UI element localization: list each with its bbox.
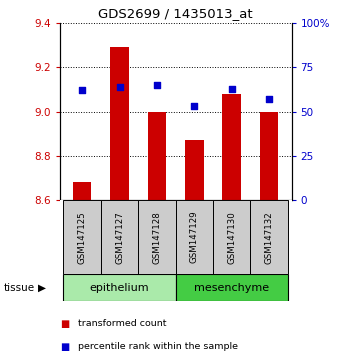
Bar — [148, 112, 166, 200]
Text: ▶: ▶ — [38, 282, 45, 293]
Text: GSM147129: GSM147129 — [190, 211, 199, 263]
Text: ■: ■ — [60, 342, 69, 352]
Bar — [260, 112, 279, 200]
FancyBboxPatch shape — [213, 200, 250, 274]
Point — [154, 82, 160, 88]
FancyBboxPatch shape — [138, 200, 176, 274]
FancyBboxPatch shape — [176, 274, 288, 301]
Text: GSM147127: GSM147127 — [115, 211, 124, 264]
FancyBboxPatch shape — [176, 200, 213, 274]
Bar — [73, 182, 91, 200]
Point — [229, 86, 235, 91]
Text: GSM147125: GSM147125 — [78, 211, 87, 264]
Text: mesenchyme: mesenchyme — [194, 282, 269, 293]
Text: tissue: tissue — [3, 282, 34, 293]
Text: transformed count: transformed count — [78, 319, 167, 329]
Point — [117, 84, 122, 90]
Title: GDS2699 / 1435013_at: GDS2699 / 1435013_at — [98, 7, 253, 21]
Bar — [110, 47, 129, 200]
Point — [266, 96, 272, 102]
Text: GSM147128: GSM147128 — [152, 211, 161, 264]
Text: ■: ■ — [60, 319, 69, 329]
Bar — [222, 94, 241, 200]
FancyBboxPatch shape — [250, 200, 288, 274]
Bar — [185, 140, 204, 200]
FancyBboxPatch shape — [63, 200, 101, 274]
Text: percentile rank within the sample: percentile rank within the sample — [78, 342, 238, 352]
Text: GSM147130: GSM147130 — [227, 211, 236, 264]
Text: epithelium: epithelium — [90, 282, 149, 293]
FancyBboxPatch shape — [63, 274, 176, 301]
FancyBboxPatch shape — [101, 200, 138, 274]
Point — [192, 103, 197, 109]
Point — [79, 87, 85, 93]
Text: GSM147132: GSM147132 — [265, 211, 273, 264]
